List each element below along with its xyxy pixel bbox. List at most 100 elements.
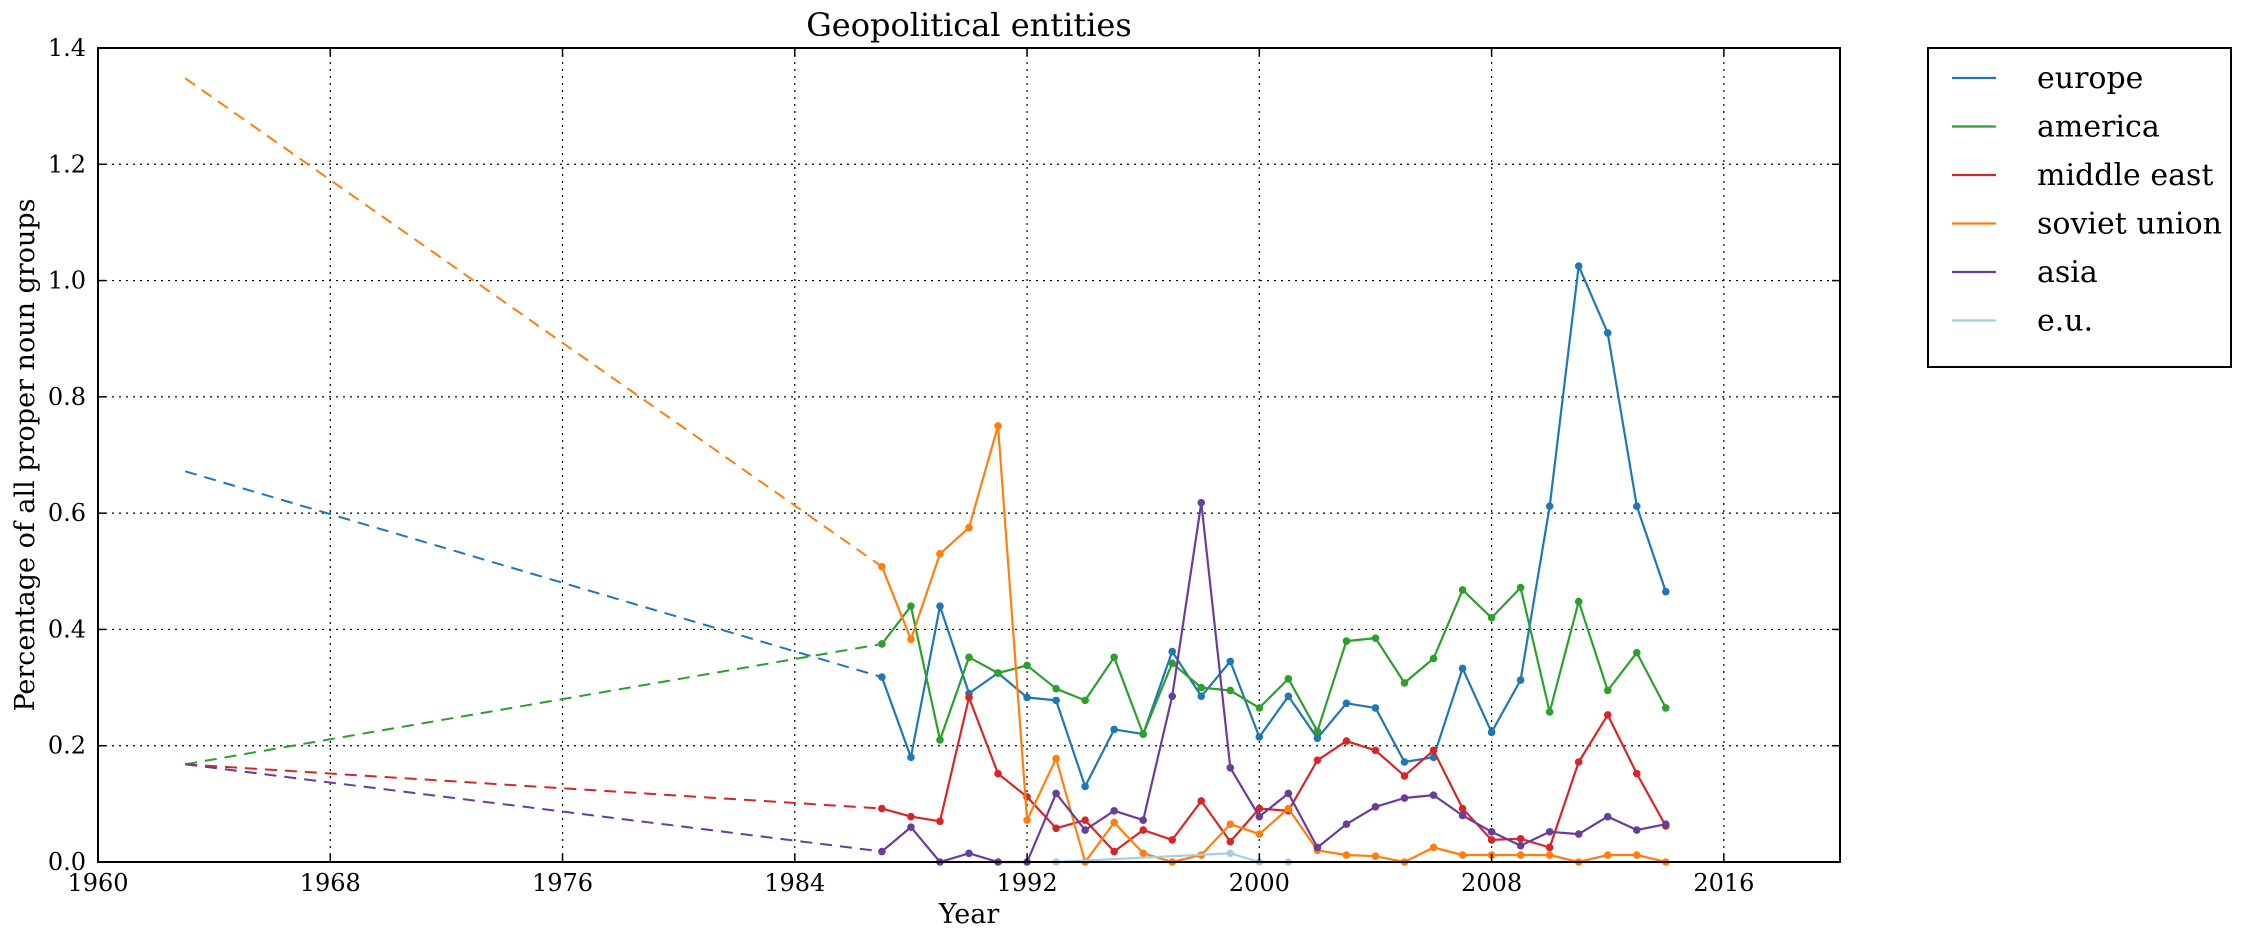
- data-point: [1139, 730, 1147, 738]
- data-point: [878, 847, 886, 856]
- data-point: [1023, 661, 1031, 670]
- series-line: [880, 424, 1667, 864]
- data-point: [1168, 836, 1177, 844]
- plot-frame: [97, 47, 1841, 863]
- data-point: [1110, 807, 1118, 815]
- data-point: [1516, 834, 1525, 843]
- data-point: [1081, 816, 1089, 824]
- data-point: [1371, 746, 1380, 755]
- data-point: [1458, 851, 1467, 859]
- legend-label: asia: [2037, 255, 2098, 290]
- data-point: [1255, 812, 1264, 821]
- data-point: [1197, 498, 1206, 507]
- data-point: [1081, 782, 1089, 791]
- series-europe: [184, 262, 1670, 791]
- data-point: [1400, 758, 1409, 766]
- data-point: [1226, 657, 1235, 666]
- data-point: [1342, 851, 1351, 859]
- data-point: [1284, 692, 1293, 701]
- data-point: [1458, 804, 1467, 813]
- data-point: [1255, 704, 1264, 712]
- data-point: [1139, 849, 1147, 858]
- data-point: [1110, 653, 1118, 662]
- series-line: [881, 696, 1667, 853]
- data-point: [1545, 502, 1554, 510]
- data-point: [1342, 737, 1351, 745]
- data-point: [1284, 789, 1293, 798]
- data-point: [1487, 728, 1496, 737]
- data-point: [1371, 634, 1380, 642]
- x-axis-title: Year: [938, 899, 1000, 930]
- data-point: [1197, 797, 1206, 805]
- data-point: [1110, 725, 1118, 734]
- data-point: [1342, 699, 1351, 708]
- legend-label: e.u.: [2037, 304, 2093, 339]
- series-line: [881, 586, 1667, 742]
- legend-box: [1927, 47, 2232, 368]
- data-point: [994, 669, 1002, 677]
- data-point: [994, 769, 1002, 778]
- data-point: [1255, 804, 1264, 813]
- data-point: [878, 640, 886, 648]
- data-point: [1516, 841, 1525, 850]
- series-projection-line: [184, 470, 883, 679]
- data-point: [1139, 826, 1147, 834]
- data-point: [1110, 818, 1118, 827]
- data-point: [1371, 802, 1380, 811]
- data-point: [1313, 727, 1322, 735]
- series-line: [880, 264, 1667, 788]
- y-tick-label: 1.0: [48, 267, 86, 295]
- data-point: [1429, 746, 1438, 755]
- y-tick-label: 1.2: [48, 150, 86, 178]
- y-tick-label: 0.6: [48, 499, 86, 527]
- data-point: [1400, 679, 1409, 687]
- data-point: [907, 753, 915, 762]
- data-point: [1313, 734, 1322, 742]
- legend-label: soviet union: [2037, 207, 2222, 242]
- data-point: [1168, 692, 1177, 701]
- data-point: [965, 693, 973, 702]
- y-tick-label: 0.2: [48, 732, 86, 760]
- data-point: [1052, 696, 1060, 705]
- legend-label: europe: [2037, 61, 2143, 96]
- data-point: [1052, 824, 1060, 833]
- data-point: [1487, 614, 1496, 622]
- data-point: [936, 602, 944, 610]
- x-tick-label: 1976: [532, 869, 593, 897]
- data-point: [1197, 692, 1206, 701]
- data-point: [1603, 711, 1612, 719]
- data-point: [1545, 843, 1554, 852]
- data-point: [1226, 837, 1235, 846]
- data-point: [1429, 843, 1438, 852]
- data-point: [1429, 654, 1438, 663]
- y-tick-label: 0.0: [48, 848, 86, 876]
- data-point: [1632, 648, 1641, 657]
- data-point: [1516, 583, 1525, 592]
- data-point: [1400, 772, 1409, 780]
- data-point: [1284, 804, 1293, 813]
- data-point: [936, 736, 944, 744]
- data-point: [1487, 827, 1496, 836]
- data-point: [1023, 816, 1031, 824]
- data-point: [1226, 849, 1235, 858]
- plot-area: [184, 77, 1670, 866]
- data-point: [1313, 843, 1322, 852]
- x-tick-label: 1968: [300, 869, 361, 897]
- chart-title: Geopolitical entities: [806, 6, 1132, 44]
- series-projection-line: [184, 763, 883, 853]
- data-point: [878, 804, 886, 813]
- data-point: [1487, 836, 1496, 844]
- data-point: [1603, 686, 1612, 695]
- data-point: [936, 817, 944, 826]
- data-point: [1516, 676, 1525, 684]
- data-point: [1168, 647, 1177, 656]
- data-point: [1255, 830, 1264, 838]
- data-point: [1458, 664, 1467, 673]
- data-point: [1197, 683, 1206, 692]
- series-projection-line: [184, 77, 883, 568]
- y-tick-label: 0.8: [48, 383, 86, 411]
- grid: [98, 48, 1840, 862]
- data-point: [907, 812, 915, 821]
- y-axis-title: Percentage of all proper noun groups: [10, 198, 41, 711]
